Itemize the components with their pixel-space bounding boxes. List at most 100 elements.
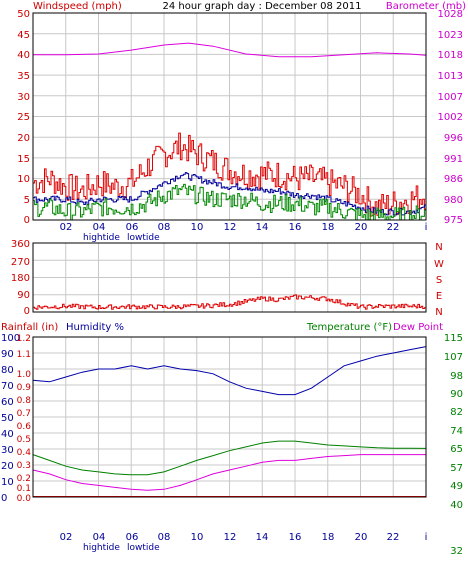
y-tick: 20 [1,461,14,472]
y-tick: 60 [1,397,14,408]
y2-tick: 991 [444,154,463,165]
y-tick: 5 [24,195,30,206]
y2-tick: 986 [444,174,463,185]
y-tick: 80 [1,365,14,376]
y-tick: 40 [17,50,30,61]
frame-temperature [32,336,427,498]
series-line-gust [33,132,427,217]
y-tick: 50 [17,9,30,20]
x-tick: 10 [191,532,204,543]
x-tick: 20 [355,222,368,233]
x-tick: 22 [387,532,400,543]
y3-tick: 74 [450,426,463,437]
x-tick: 14 [256,222,269,233]
y2-tick: 0.5 [17,435,31,445]
rainfall-axis-label: Rainfall (in) [1,322,58,333]
y2-tick: 0.6 [17,422,32,432]
humidity-axis-label: Humidity % [66,322,124,333]
x-tick: 18 [322,222,335,233]
x-tick: 12 [224,222,237,233]
wind-axis-label: Windspeed (mph) [33,1,122,12]
x-tick: 16 [289,222,302,233]
x-tick: 18 [322,532,335,543]
x-tick: 04 [93,532,106,543]
y3-tick: 82 [450,407,463,418]
temperature-y-ticks: 115 107 98 90 82 74 65 57 49 40 32 [444,333,463,557]
y2-tick: 1002 [438,112,463,123]
direction-y-ticks: 360 270 180 90 0 [11,239,30,317]
y2-tick: 1018 [438,50,463,61]
series-line-dewpoint [32,454,426,491]
y2-tick: 0.2 [17,474,31,484]
y3-tick: 90 [450,389,463,400]
y2-tick: 980 [444,195,463,206]
series-line-temperature [32,440,427,476]
temperature-axis-label: Temperature (°F) [306,322,392,333]
y2-tick: 0.0 [17,494,32,504]
y-tick: 20 [17,133,30,144]
rainfall-y-ticks: 1.2 1.1 1.0 0.9 0.8 0.7 0.6 0.5 0.4 0.3 … [17,334,32,504]
y-tick: 25 [17,112,30,123]
hightide-label: hightide [83,233,120,243]
compass-tick: N [435,242,442,253]
y3-tick: 98 [450,371,463,382]
x-tick: 06 [126,532,139,543]
compass-tick: W [434,259,444,270]
x-tick: 08 [158,532,171,543]
series-wind [33,42,427,221]
y3-tick: 57 [450,463,463,474]
y-tick: 0 [1,493,7,504]
wind-y-ticks: 50 45 40 35 30 25 20 15 10 5 0 [17,9,30,226]
y2-tick: 1023 [438,30,463,41]
y2-tick: 0.1 [17,484,31,494]
y-tick: 90 [17,290,30,301]
y2-tick: 1028 [438,9,463,20]
y2-tick: 0.8 [17,396,32,406]
y2-tick: 1.2 [17,334,31,344]
x-tick: i [425,532,428,543]
x-tick: 02 [60,532,73,543]
y-tick: 35 [17,71,30,82]
y2-tick: 975 [444,215,463,226]
lowtide-label: lowtide [127,543,160,553]
dewpoint-axis-label: Dew Point [393,322,443,333]
x-tick: 02 [60,222,73,233]
x-tick: 16 [289,532,302,543]
x-tick: 20 [355,532,368,543]
y2-tick: 0.3 [17,461,31,471]
y2-tick: 1.0 [17,370,32,380]
y2-tick: 1013 [438,71,463,82]
y-tick: 40 [1,429,14,440]
y-tick: 30 [17,92,30,103]
y-tick: 270 [11,257,30,268]
y3-tick: 40 [450,500,463,511]
x-tick: 12 [224,532,237,543]
panel-wind-barometer: 24 hour graph day : December 08 2011 Win… [17,1,466,243]
y-tick: 10 [1,477,14,488]
y-tick: 50 [1,413,14,424]
lowtide-label: lowtide [127,233,160,243]
hightide-label: hightide [83,543,120,553]
y-tick: 45 [17,30,30,41]
y-tick: 15 [17,154,30,165]
x-tick: 06 [126,222,139,233]
series-line-humidity [32,346,427,396]
y3-tick: 65 [450,444,463,455]
y-tick: 100 [1,333,20,344]
series-line-barometer [33,42,427,58]
chart-title: 24 hour graph day : December 08 2011 [163,1,362,12]
x-tick: 10 [191,222,204,233]
y2-tick: 0.7 [17,409,31,419]
y-tick: 0 [24,306,30,317]
series-direction [33,294,427,310]
compass-tick: S [436,275,442,286]
grid-temperature [33,337,426,497]
series-line-direction [33,294,427,310]
y-tick: 180 [11,273,30,284]
x-tick: 08 [158,222,171,233]
y3-tick: 107 [444,352,463,363]
y-tick: 0 [24,215,30,226]
y3-tick: 115 [444,333,463,344]
